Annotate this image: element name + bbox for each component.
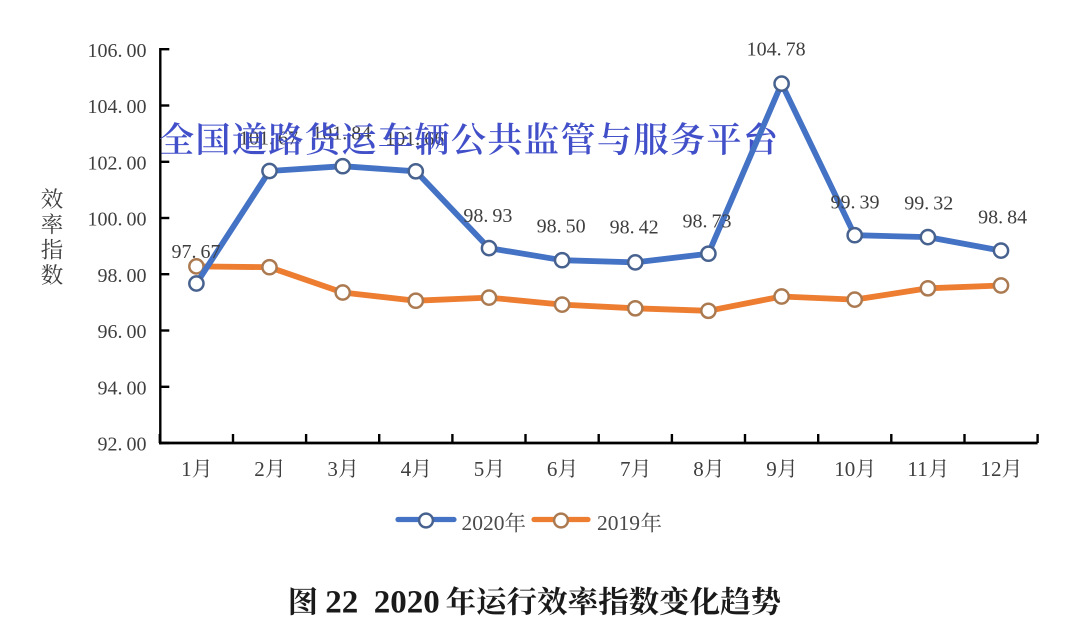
svg-text:98. 42: 98. 42	[610, 217, 659, 239]
svg-text:8: 8	[693, 457, 704, 481]
svg-text:92. 00: 92. 00	[97, 434, 146, 456]
svg-text:94. 00: 94. 00	[97, 377, 146, 399]
svg-text:22: 22	[325, 585, 358, 621]
svg-text:98. 50: 98. 50	[537, 216, 586, 238]
svg-text:9: 9	[766, 457, 777, 481]
svg-text:96. 00: 96. 00	[97, 321, 146, 343]
svg-text:7: 7	[620, 457, 631, 481]
svg-text:100. 00: 100. 00	[87, 209, 146, 231]
svg-text:12: 12	[981, 457, 1002, 481]
svg-text:98. 84: 98. 84	[978, 207, 1027, 229]
svg-text:4: 4	[401, 457, 412, 481]
svg-text:99. 32: 99. 32	[904, 192, 953, 214]
svg-text:104. 00: 104. 00	[87, 96, 146, 118]
svg-text:106. 00: 106. 00	[87, 40, 146, 62]
svg-text:5: 5	[474, 457, 485, 481]
svg-text:98. 00: 98. 00	[97, 265, 146, 287]
svg-text:1: 1	[181, 457, 192, 481]
svg-text:102. 00: 102. 00	[87, 152, 146, 174]
svg-text:98. 73: 98. 73	[682, 210, 731, 232]
svg-text:3: 3	[327, 457, 338, 481]
svg-text:2020: 2020	[462, 511, 505, 535]
svg-text:2019: 2019	[597, 511, 640, 535]
svg-text:6: 6	[547, 457, 558, 481]
svg-text:2020: 2020	[374, 585, 440, 621]
svg-text:104. 78: 104. 78	[747, 39, 806, 61]
svg-text:99. 39: 99. 39	[830, 191, 879, 213]
svg-text:97. 67: 97. 67	[171, 241, 220, 263]
svg-text:2: 2	[254, 457, 264, 481]
svg-text:98. 93: 98. 93	[463, 205, 512, 227]
svg-text:11: 11	[907, 457, 927, 481]
svg-text:10: 10	[834, 457, 855, 481]
